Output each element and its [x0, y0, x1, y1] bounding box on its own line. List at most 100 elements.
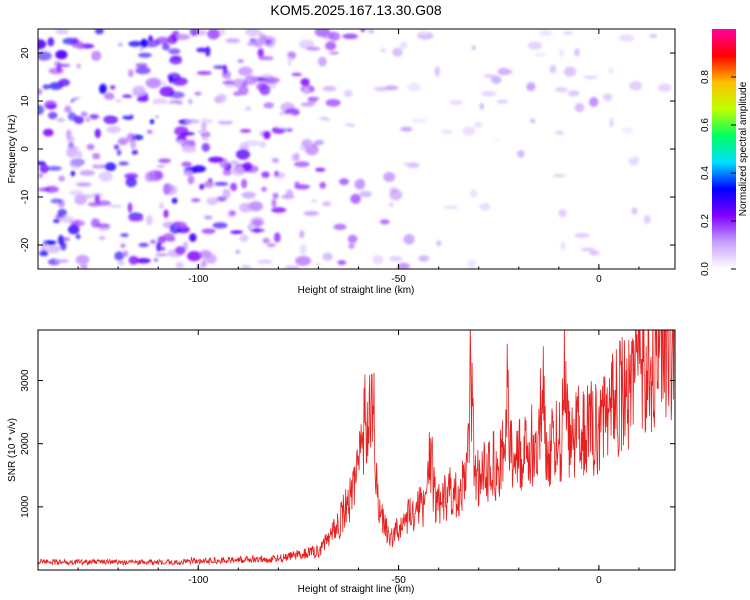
spectrogram-speckle [287, 56, 292, 66]
spectrogram-speckle [291, 72, 302, 77]
spectrogram-speckle [631, 207, 638, 215]
spectrogram-speckle [181, 161, 192, 167]
spectrogram-speckle [558, 209, 567, 218]
spectrogram-speckle [201, 121, 207, 132]
spectrogram-speckle [266, 243, 277, 248]
spectrogram-speckle [158, 202, 165, 210]
spectrogram-speckle [271, 198, 277, 208]
spectrogram-speckle [301, 138, 313, 149]
spectrogram-speckle [299, 244, 307, 255]
spectrogram-speckle [222, 81, 235, 85]
spectrogram-speckle [418, 255, 430, 262]
spectrogram-x-tick-label: -100 [188, 274, 208, 285]
spectrogram-speckle [342, 33, 359, 40]
spectrogram-speckle [560, 241, 566, 251]
spectrogram-speckle [38, 172, 43, 179]
spectrogram-speckle [162, 184, 178, 196]
spectrogram-speckle [403, 234, 415, 245]
spectrogram-speckle [157, 235, 166, 244]
spectrogram-speckle [58, 78, 70, 87]
spectrogram-speckle [106, 125, 121, 134]
spectrogram-speckle [167, 34, 178, 45]
spectrogram-speckle [122, 113, 134, 120]
spectrogram-speckle [50, 198, 62, 204]
spectrogram-speckle [527, 41, 543, 50]
spectrogram-speckle [196, 71, 212, 75]
spectrogram-speckle [449, 100, 464, 105]
spectrogram-speckle [258, 56, 274, 61]
spectrogram-speckle [479, 202, 491, 211]
spectrogram-speckle [99, 84, 107, 94]
spectrogram-speckle [218, 29, 226, 36]
spectrogram-speckle [400, 126, 413, 132]
spectrogram-speckle [407, 82, 422, 92]
spectrogram-speckle [552, 173, 567, 178]
spectrogram-y-tick-label: -20 [20, 237, 31, 252]
spectrogram-speckle [400, 41, 408, 50]
spectrogram-y-tick-label: 0 [20, 146, 31, 152]
spectrogram-speckle [98, 236, 106, 240]
colorbar-tick-label: 0.2 [700, 214, 711, 228]
spectrogram-speckle [589, 97, 599, 107]
spectrogram-speckle [491, 75, 502, 85]
spectrogram-y-tick-label: -10 [20, 189, 31, 204]
snr-x-tick-label: 0 [596, 575, 602, 586]
spectrogram-speckle [173, 221, 187, 229]
spectrogram-speckle [97, 225, 111, 231]
spectrogram-speckle [183, 170, 193, 176]
spectrogram-speckle [206, 197, 219, 206]
spectrogram-speckle [131, 149, 138, 155]
spectrogram-speckle [574, 103, 585, 113]
spectrogram-speckle [241, 178, 248, 189]
spectrogram-speckle [240, 264, 252, 269]
spectrogram-speckle [368, 29, 375, 34]
spectrogram-speckle [649, 34, 658, 38]
spectrogram-speckle [249, 228, 265, 233]
spectrogram-speckle [135, 66, 151, 75]
spectrogram-speckle [262, 237, 270, 244]
spectrogram-speckle [201, 142, 210, 152]
spectrogram-speckle [181, 131, 195, 136]
spectrogram-speckle [621, 127, 634, 134]
spectrogram-speckle [42, 84, 50, 90]
spectrogram-speckle [144, 171, 154, 183]
colorbar: 0.0 0.2 0.4 0.6 0.8 Normalized spectral ampl… [700, 29, 749, 276]
spectrogram-speckle [337, 260, 347, 265]
spectrogram-speckle [263, 131, 271, 140]
spectrogram-speckle [176, 33, 191, 41]
spectrogram-speckle [299, 230, 305, 239]
spectrogram-speckle [38, 187, 51, 192]
spectrogram-speckle [206, 253, 217, 264]
spectrogram-speckle [89, 113, 99, 120]
spectrogram-speckle [257, 259, 273, 264]
spectrogram-speckle [241, 81, 248, 88]
spectrogram-speckle [74, 115, 84, 125]
spectrogram-speckle [59, 241, 67, 251]
spectrogram-speckle [397, 262, 410, 269]
spectrogram-speckle [70, 170, 76, 177]
spectrogram-speckle [274, 232, 281, 243]
spectrogram-speckle [75, 182, 92, 187]
spectrogram-speckle [39, 250, 49, 257]
spectrogram-speckle [76, 40, 84, 50]
spectrogram-speckle [132, 85, 146, 97]
spectrogram-speckle [470, 189, 478, 198]
spectrogram-speckle [196, 47, 208, 53]
spectrogram-speckle [403, 162, 409, 167]
spectrogram-speckle [602, 93, 613, 101]
spectrogram-speckle [69, 190, 84, 196]
spectrogram-speckle [380, 47, 386, 53]
spectrogram-speckle [144, 39, 160, 48]
spectrogram-speckle [563, 31, 574, 35]
spectrogram-panel: -100 -50 0 20 10 0 -10 -20 Height of straight l… [7, 28, 676, 296]
snr-y-tick-label: 1000 [20, 495, 31, 518]
spectrogram-speckle [85, 117, 90, 123]
spectrogram-speckle [56, 117, 66, 123]
colorbar-ticks: 0.0 0.2 0.4 0.6 0.8 [700, 70, 736, 276]
spectrogram-speckle [87, 202, 102, 207]
spectrogram-x-tick-label: -50 [391, 274, 406, 285]
spectrogram-speckle [47, 111, 58, 120]
spectrogram-speckle [474, 121, 483, 128]
spectrogram-speckle [77, 150, 83, 159]
spectrogram-speckle [589, 250, 600, 256]
